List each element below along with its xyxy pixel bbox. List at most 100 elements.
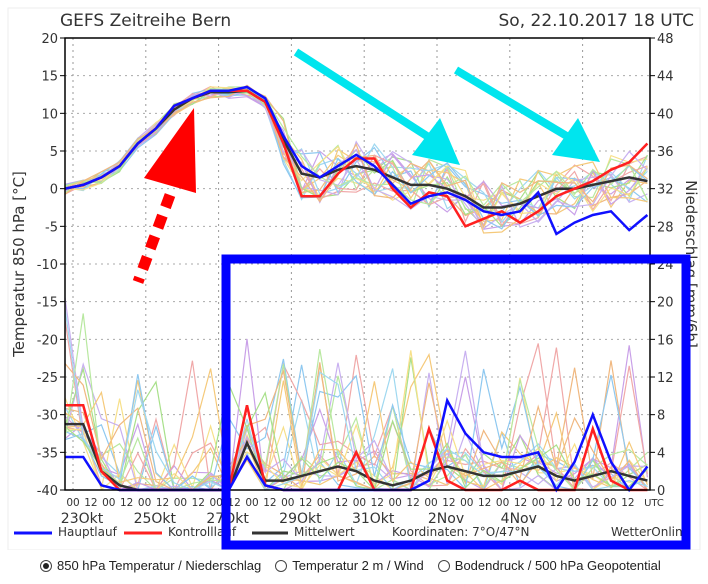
y2-tick-label: 28: [657, 220, 674, 235]
y2-tick-label: 48: [657, 32, 674, 47]
x-tick-label: 00: [317, 497, 330, 509]
x-tick-label: 00: [66, 497, 79, 509]
x-tick-label: 12: [335, 497, 348, 509]
y2-tick-label: 36: [657, 145, 674, 160]
ensemble-member-temperature-line: [64, 88, 648, 230]
y2-tick-label: 40: [657, 107, 674, 122]
x-unit-label: UTC: [644, 498, 664, 509]
precipitation-highlight-box: [221, 254, 691, 550]
x-tick-label: 00: [603, 497, 616, 509]
y-tick-label: 15: [41, 70, 58, 85]
x-tick-label: 12: [84, 497, 97, 509]
x-tick-label: 00: [568, 497, 581, 509]
x-tick-label: 00: [353, 497, 366, 509]
y2-tick-label: 4: [657, 446, 665, 461]
red-arrow-head: [144, 108, 196, 193]
cyan-arrow-head: [552, 118, 600, 162]
y2-tick-label: 0: [657, 484, 665, 499]
ensemble-member-precipitation-line: [64, 368, 648, 492]
y2-tick-label: 44: [657, 70, 674, 85]
y2-tick-label: 16: [657, 333, 674, 348]
legend-mittelwert: Mittelwert: [294, 525, 355, 539]
ensemble-member-precipitation-line: [64, 319, 648, 492]
x-tick-label: 00: [138, 497, 151, 509]
x-tick-label: 00: [389, 497, 402, 509]
date-label: 4Nov: [501, 511, 537, 527]
legend-kontrolllauf: Kontrolllauf: [168, 525, 237, 539]
y-tick-label: 20: [41, 32, 58, 47]
chart-datetime: So, 22.10.2017 18 UTC: [499, 11, 694, 31]
x-tick-label: 12: [156, 497, 169, 509]
x-tick-label: 00: [281, 497, 294, 509]
y-tick-label: -40: [37, 484, 58, 499]
x-tick-label: 00: [174, 497, 187, 509]
y-tick-label: -35: [37, 446, 58, 461]
x-tick-label: 12: [550, 497, 563, 509]
x-tick-label: 12: [585, 497, 598, 509]
date-label: 2Nov: [428, 511, 464, 527]
y-tick-label: -30: [37, 409, 58, 424]
x-tick-label: 00: [460, 497, 473, 509]
x-tick-label: 12: [406, 497, 419, 509]
cyan-arrow-head: [412, 118, 460, 165]
x-tick-label: 12: [227, 497, 240, 509]
y-tick-label: -15: [37, 296, 58, 311]
chart-type-selector: 850 hPa Temperatur / Niederschlag Temper…: [40, 558, 661, 573]
ensemble-member-precipitation-line: [64, 297, 648, 491]
y-tick-label: 5: [50, 145, 58, 160]
option-bodendruck[interactable]: Bodendruck / 500 hPa Geopotential: [437, 558, 661, 573]
x-tick-label: 00: [102, 497, 115, 509]
cyan-arrow-1: [293, 48, 460, 165]
option-label: Temperatur 2 m / Wind: [292, 558, 424, 573]
y-tick-label: -25: [37, 371, 58, 386]
radio-icon[interactable]: [275, 559, 288, 572]
x-tick-label: 00: [245, 497, 258, 509]
date-label: 29Okt: [279, 511, 322, 527]
option-label: 850 hPa Temperatur / Niederschlag: [57, 558, 262, 573]
hauptlauf-temperature-line: [64, 85, 649, 236]
x-tick-label: 00: [424, 497, 437, 509]
y-tick-label: -20: [37, 333, 58, 348]
y2-tick-label: 12: [657, 371, 674, 386]
cyan-arrow-2: [453, 66, 600, 162]
radio-icon[interactable]: [437, 559, 450, 572]
ensemble-member-temperature-line: [64, 86, 648, 229]
x-tick-label: 12: [442, 497, 455, 509]
radio-selected-icon[interactable]: [40, 559, 52, 572]
date-label: 25Okt: [134, 511, 177, 527]
meteogram-chart: GEFS Zeitreihe Bern So, 22.10.2017 18 UT…: [7, 7, 701, 551]
date-label: 31Okt: [352, 511, 395, 527]
brand-label: WetterOnline: [611, 525, 690, 539]
ensemble-member-precipitation-line: [64, 364, 648, 492]
x-tick-label: 00: [532, 497, 545, 509]
y-tick-label: 10: [41, 107, 58, 122]
cyan-arrow-shaft: [293, 48, 433, 142]
red-arrow-annotation: [132, 108, 196, 284]
ensemble-member-precipitation-line: [64, 363, 648, 491]
x-tick-label: 12: [621, 497, 634, 509]
x-tick-label: 12: [514, 497, 527, 509]
red-arrow-dotted-shaft: [132, 193, 176, 284]
legend-hauptlauf: Hauptlauf: [58, 525, 118, 539]
x-tick-label: 00: [210, 497, 223, 509]
x-tick-label: 12: [299, 497, 312, 509]
date-label: 23Okt: [61, 511, 104, 527]
x-tick-label: 12: [371, 497, 384, 509]
y-axis-label: Temperatur 850 hPa [°C]: [10, 171, 28, 358]
x-tick-label: 12: [478, 497, 491, 509]
chart-title: GEFS Zeitreihe Bern: [60, 11, 231, 31]
x-tick-label: 12: [120, 497, 133, 509]
option-temp-2m[interactable]: Temperatur 2 m / Wind: [275, 558, 424, 573]
cyan-arrow-shaft: [453, 66, 573, 142]
x-tick-label: 12: [263, 497, 276, 509]
y-tick-label: -10: [37, 258, 58, 273]
option-label: Bodendruck / 500 hPa Geopotential: [454, 558, 661, 573]
y-tick-label: -5: [45, 220, 58, 235]
y2-tick-label: 20: [657, 296, 674, 311]
y-tick-label: 0: [50, 183, 58, 198]
coordinates-label: Koordinaten: 7°O/47°N: [392, 525, 530, 539]
x-tick-label: 00: [496, 497, 509, 509]
y2-tick-label: 8: [657, 409, 665, 424]
option-850hpa[interactable]: 850 hPa Temperatur / Niederschlag: [40, 558, 261, 573]
